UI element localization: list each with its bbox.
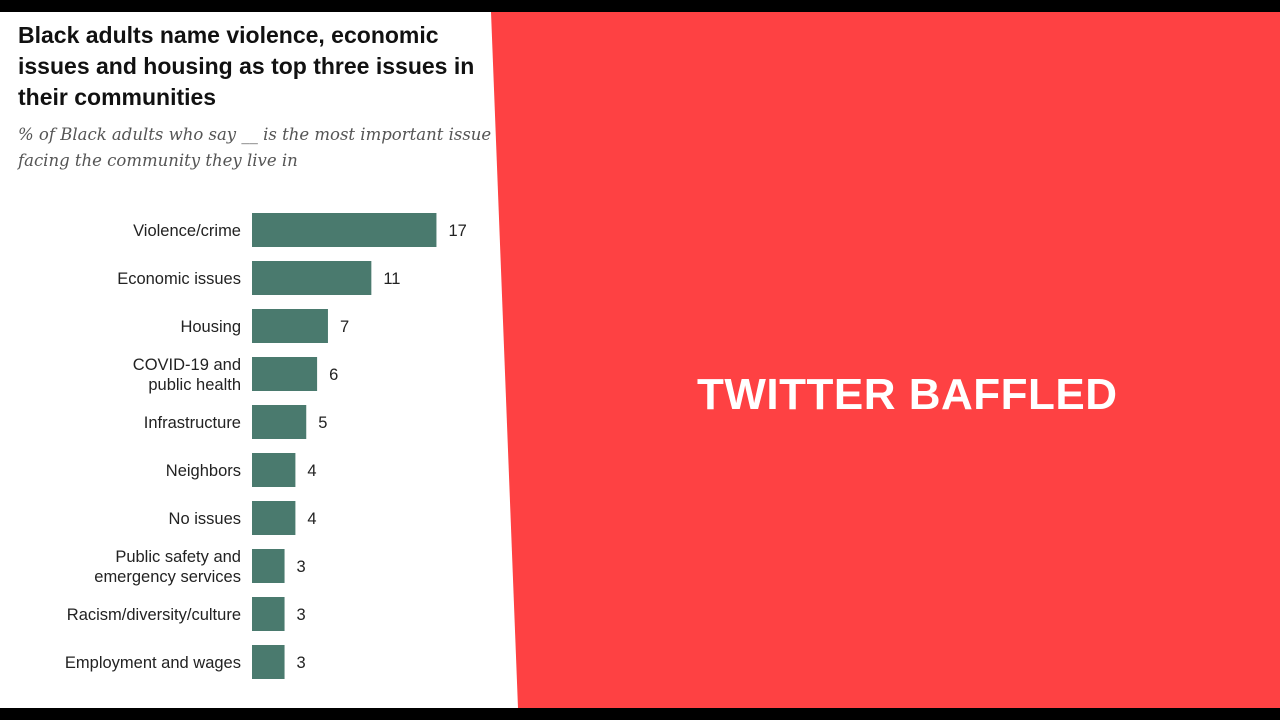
bar [252,453,296,487]
red-banner-panel: TWITTER BAFFLED [491,12,1280,708]
chart-card: Black adults name violence, economic iss… [0,12,505,708]
bar [252,261,372,295]
value-label: 6 [329,366,338,384]
value-label: 5 [318,414,327,432]
category-label: Infrastructure [144,414,241,432]
video-frame: Black adults name violence, economic iss… [0,12,1280,708]
category-label: No issues [169,510,241,528]
chart-title: Black adults name violence, economic iss… [18,22,475,110]
category-label: Employment and wages [65,654,241,672]
bar [252,501,296,535]
bar [252,645,285,679]
value-label: 4 [307,462,316,480]
category-label: Violence/crime [133,222,241,240]
category-label: COVID-19 and public health [133,356,241,394]
value-label: 7 [340,318,349,336]
bar-chart: Violence/crime 17 Economic issues 11 Housing… [65,213,467,679]
bar [252,309,328,343]
category-label: Public safety and emergency services [94,548,241,586]
bar [252,597,285,631]
value-label: 3 [297,558,306,576]
value-label: 3 [297,606,306,624]
chart-subtitle: % of Black adults who say __ is the most… [18,125,492,170]
value-label: 4 [307,510,316,528]
category-label: Racism/diversity/culture [67,606,241,624]
value-label: 17 [448,222,466,240]
category-label: Housing [180,318,241,336]
bar [252,549,285,583]
bar [252,213,437,247]
category-label: Economic issues [117,270,241,288]
value-label: 11 [383,270,400,288]
bar [252,405,307,439]
value-label: 3 [297,654,306,672]
category-label: Neighbors [166,462,241,480]
banner-headline: TWITTER BAFFLED [697,370,1118,419]
bar [252,357,318,391]
